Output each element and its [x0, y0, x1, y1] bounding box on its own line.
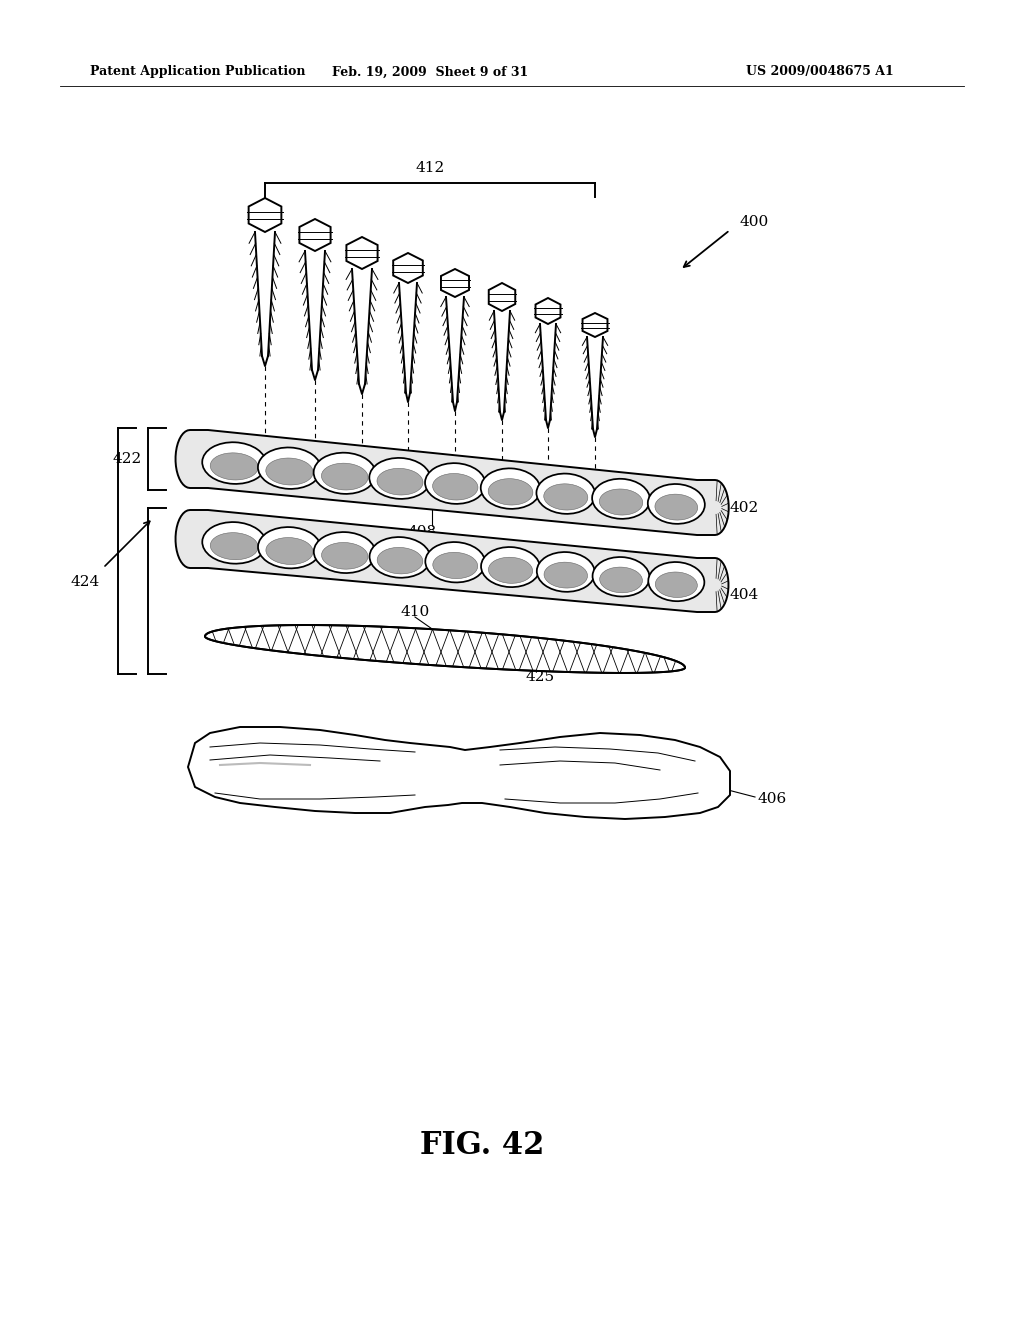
Ellipse shape: [481, 546, 540, 587]
Ellipse shape: [313, 453, 376, 494]
Ellipse shape: [600, 568, 642, 593]
Text: Feb. 19, 2009  Sheet 9 of 31: Feb. 19, 2009 Sheet 9 of 31: [332, 66, 528, 78]
Text: 404: 404: [730, 587, 759, 602]
Ellipse shape: [370, 458, 431, 499]
Text: 402: 402: [730, 500, 759, 515]
Ellipse shape: [544, 484, 588, 510]
Polygon shape: [393, 253, 423, 282]
Ellipse shape: [425, 463, 485, 504]
Text: 408: 408: [408, 525, 437, 539]
Ellipse shape: [313, 532, 376, 573]
Ellipse shape: [488, 557, 532, 583]
Ellipse shape: [544, 562, 588, 587]
Polygon shape: [536, 298, 560, 323]
Ellipse shape: [377, 469, 423, 495]
Text: US 2009/0048675 A1: US 2009/0048675 A1: [746, 66, 894, 78]
Ellipse shape: [432, 474, 478, 500]
Ellipse shape: [648, 562, 705, 601]
Ellipse shape: [203, 523, 266, 564]
Text: 426: 426: [580, 653, 609, 667]
Polygon shape: [299, 219, 331, 251]
Ellipse shape: [202, 442, 266, 484]
Text: 412: 412: [416, 161, 444, 176]
Polygon shape: [188, 727, 730, 818]
Ellipse shape: [537, 552, 595, 591]
Ellipse shape: [210, 533, 258, 560]
Text: FIG. 42: FIG. 42: [420, 1130, 544, 1160]
Polygon shape: [346, 238, 378, 269]
Ellipse shape: [377, 548, 423, 574]
Ellipse shape: [648, 484, 705, 524]
Text: 410: 410: [400, 605, 430, 619]
Text: 425: 425: [525, 671, 554, 684]
Ellipse shape: [210, 453, 258, 480]
Ellipse shape: [322, 463, 368, 490]
Ellipse shape: [266, 458, 313, 484]
Ellipse shape: [592, 479, 650, 519]
Text: 406: 406: [758, 792, 787, 807]
Polygon shape: [488, 282, 515, 312]
Text: 424: 424: [71, 576, 100, 589]
Ellipse shape: [537, 474, 595, 513]
Polygon shape: [175, 510, 728, 612]
Ellipse shape: [655, 572, 697, 598]
Text: 400: 400: [740, 215, 769, 228]
Text: 422: 422: [113, 451, 142, 466]
Ellipse shape: [370, 537, 430, 578]
Polygon shape: [249, 198, 282, 232]
Ellipse shape: [593, 557, 649, 597]
Ellipse shape: [433, 552, 478, 578]
Polygon shape: [175, 430, 729, 535]
Ellipse shape: [322, 543, 368, 569]
Ellipse shape: [480, 469, 541, 508]
Ellipse shape: [266, 537, 313, 565]
Polygon shape: [583, 313, 607, 337]
Ellipse shape: [258, 447, 321, 488]
Polygon shape: [441, 269, 469, 297]
Ellipse shape: [425, 543, 485, 582]
Polygon shape: [205, 626, 685, 673]
Ellipse shape: [655, 494, 697, 520]
Ellipse shape: [258, 527, 321, 569]
Text: Patent Application Publication: Patent Application Publication: [90, 66, 305, 78]
Ellipse shape: [599, 488, 643, 515]
Ellipse shape: [488, 479, 532, 506]
